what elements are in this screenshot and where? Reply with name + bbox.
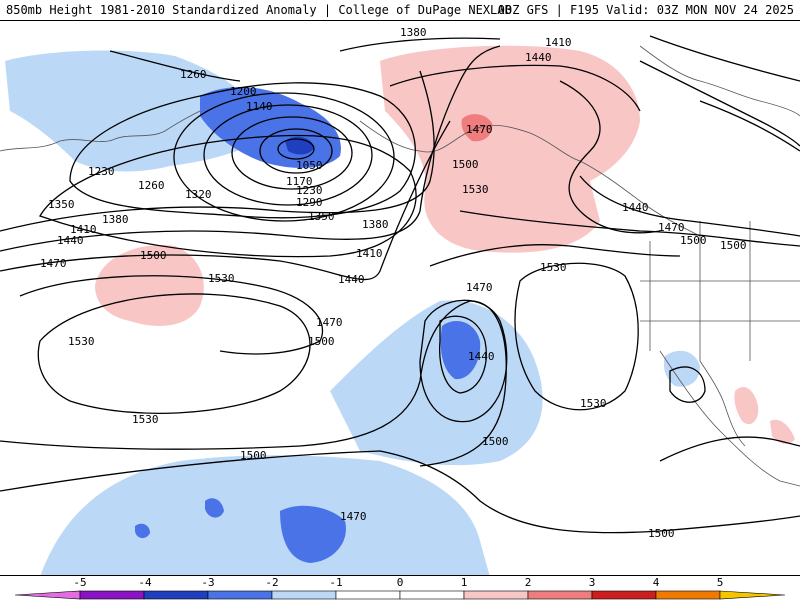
colorbar-tick: 1: [461, 576, 468, 589]
map-panel: 1380 1410 1440 1260 1200 1140 1230 1050 …: [0, 20, 800, 576]
colorbar-tick: 4: [653, 576, 660, 589]
contour-label: 1500: [720, 239, 747, 252]
contour-label: 1500: [240, 449, 267, 462]
colorbar-arrow-right: [719, 590, 786, 600]
height-contours: [0, 35, 800, 534]
contour-label: 1260: [180, 68, 207, 81]
contour-label: 1410: [70, 223, 97, 236]
contour-label: 1440: [57, 234, 84, 247]
colorbar-tick: -4: [138, 576, 152, 589]
swatch-pos4: [655, 590, 721, 600]
colorbar-tick: 0: [397, 576, 404, 589]
colorbar-tick: -5: [73, 576, 86, 589]
contour-label: 1500: [308, 335, 335, 348]
title-bar: 850mb Height 1981-2010 Standardized Anom…: [0, 0, 800, 20]
colorbar-tick: -2: [265, 576, 278, 589]
colorbar-arrow-left: [14, 590, 81, 600]
contour-label: 1380: [102, 213, 129, 226]
colorbar-tick: -3: [201, 576, 214, 589]
colorbar-tick: 2: [525, 576, 532, 589]
contour-label: 1470: [658, 221, 685, 234]
contour-label: 1350: [308, 210, 335, 223]
contour-label: 1230: [296, 184, 323, 197]
contour-label: 1290: [296, 196, 323, 209]
contour-label: 1440: [338, 273, 365, 286]
contour-label: 1530: [132, 413, 159, 426]
contour-label: 1470: [40, 257, 67, 270]
swatch-zero-pos: [399, 590, 465, 600]
contour-label: 1500: [452, 158, 479, 171]
colorbar-swatches: [14, 590, 786, 600]
colorbar-tick: -1: [329, 576, 342, 589]
contour-label: 1530: [540, 261, 567, 274]
contour-label: 1500: [140, 249, 167, 262]
contour-label: 1500: [680, 234, 707, 247]
contour-label: 1140: [246, 100, 273, 113]
contour-label: 1530: [580, 397, 607, 410]
contour-label: 1470: [466, 123, 493, 136]
contour-label: 1170: [286, 175, 313, 188]
contour-label: 1470: [316, 316, 343, 329]
swatch-neg3: [143, 590, 209, 600]
map-title: 850mb Height 1981-2010 Standardized Anom…: [6, 3, 512, 17]
contour-label: 1530: [462, 183, 489, 196]
contour-label: 1350: [48, 198, 75, 211]
contour-label: 1410: [356, 247, 383, 260]
contour-label: 1440: [468, 350, 495, 363]
colorbar-tick: 3: [589, 576, 596, 589]
swatch-neg2: [207, 590, 273, 600]
contour-label: 1200: [230, 85, 257, 98]
contour-label: 1410: [545, 36, 572, 49]
shade-neg2-central: [440, 321, 481, 380]
shade-neg2-south-a: [280, 505, 346, 563]
swatch-pos3: [591, 590, 657, 600]
shade-pos2-alaska: [461, 114, 493, 142]
shade-neg1-baja: [663, 350, 700, 387]
colorbar-svg: -5 -4 -3 -2 -1 0 1 2 3 4 5: [14, 576, 786, 600]
swatch-pos1: [463, 590, 529, 600]
shade-neg1-central: [330, 300, 543, 466]
swatch-neg4: [79, 590, 145, 600]
shade-pos1-pacific: [95, 245, 204, 326]
contour-label: 1260: [138, 179, 165, 192]
contour-labels: 1380 1410 1440 1260 1200 1140 1230 1050 …: [40, 26, 747, 540]
anomaly-map: 1380 1410 1440 1260 1200 1140 1230 1050 …: [0, 26, 800, 575]
contour-label: 1470: [340, 510, 367, 523]
swatch-pos2: [527, 590, 593, 600]
contour-label: 1530: [208, 272, 235, 285]
contour-label: 1500: [482, 435, 509, 448]
anomaly-shading: [5, 45, 795, 575]
shade-neg1-aleutian: [5, 50, 270, 172]
contour-label: 1320: [185, 188, 212, 201]
shade-neg2-south-b: [205, 498, 224, 518]
contour-label: 1380: [400, 26, 427, 39]
shade-pos1-alaska: [380, 45, 640, 253]
colorbar: -5 -4 -3 -2 -1 0 1 2 3 4 5: [0, 576, 800, 600]
contour-label: 1380: [362, 218, 389, 231]
coastlines: [0, 45, 800, 487]
model-run-info: 00Z GFS | F195 Valid: 03Z MON NOV 24 202…: [497, 3, 794, 17]
swatch-neg1: [271, 590, 337, 600]
shade-pos1-mexico: [734, 386, 759, 425]
shade-neg2-south-c: [135, 523, 150, 539]
contour-label: 1530: [68, 335, 95, 348]
shade-pos1-gulf: [770, 419, 795, 444]
contour-label: 1470: [466, 281, 493, 294]
contour-label: 1230: [88, 165, 115, 178]
swatch-zero-neg: [335, 590, 401, 600]
contour-label: 1440: [622, 201, 649, 214]
colorbar-tick: 5: [717, 576, 724, 589]
contour-label: 1440: [525, 51, 552, 64]
colorbar-ticks: -5 -4 -3 -2 -1 0 1 2 3 4 5: [73, 576, 723, 589]
contour-label: 1050: [296, 159, 323, 172]
contour-label: 1500: [648, 527, 675, 540]
shade-neg1-south: [40, 455, 490, 575]
